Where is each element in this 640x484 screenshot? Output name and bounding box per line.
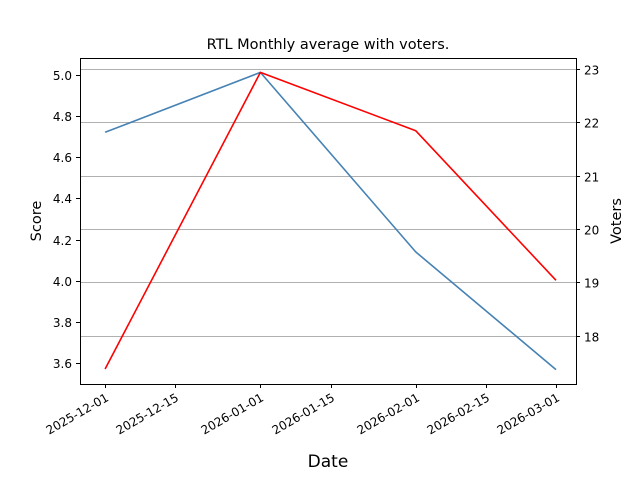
x-tick-label: 2026-01-15 bbox=[270, 390, 337, 437]
y-tick-label-right: 21 bbox=[584, 171, 599, 185]
y-tick-label-left: 3.8 bbox=[53, 316, 72, 330]
y-tick-label-right: 20 bbox=[584, 224, 599, 238]
x-tick-label: 2026-03-01 bbox=[495, 390, 562, 437]
y-tick-label-left: 3.6 bbox=[53, 357, 72, 371]
y-axis-label-right: Voters bbox=[609, 198, 625, 244]
y-axis-label-left: Score bbox=[29, 201, 45, 242]
y-tick-label-right: 18 bbox=[584, 331, 599, 345]
x-axis-label: Date bbox=[308, 452, 349, 472]
y-tick-label-left: 5.0 bbox=[53, 69, 72, 83]
y-tick-label-left: 4.2 bbox=[53, 234, 72, 248]
y-tick-label-right: 19 bbox=[584, 277, 599, 291]
x-tick-label: 2026-02-15 bbox=[425, 390, 492, 437]
series-line-voters bbox=[104, 71, 557, 370]
y-tick-label-left: 4.0 bbox=[53, 275, 72, 289]
y-tick-label-left: 4.4 bbox=[53, 192, 72, 206]
y-tick-label-left: 4.8 bbox=[53, 110, 72, 124]
x-tick-label: 2025-12-01 bbox=[44, 390, 111, 437]
chart-title: RTL Monthly average with voters. bbox=[207, 37, 450, 53]
y-tick-label-right: 23 bbox=[584, 64, 599, 78]
x-tick-label: 2025-12-15 bbox=[114, 390, 181, 437]
y-tick-label-right: 22 bbox=[584, 117, 599, 131]
x-tick-label: 2026-02-01 bbox=[355, 390, 422, 437]
plot-frame bbox=[80, 58, 577, 385]
series-line-score bbox=[104, 71, 557, 371]
x-tick-label: 2026-01-01 bbox=[199, 390, 266, 437]
y-tick-label-left: 4.6 bbox=[53, 151, 72, 165]
